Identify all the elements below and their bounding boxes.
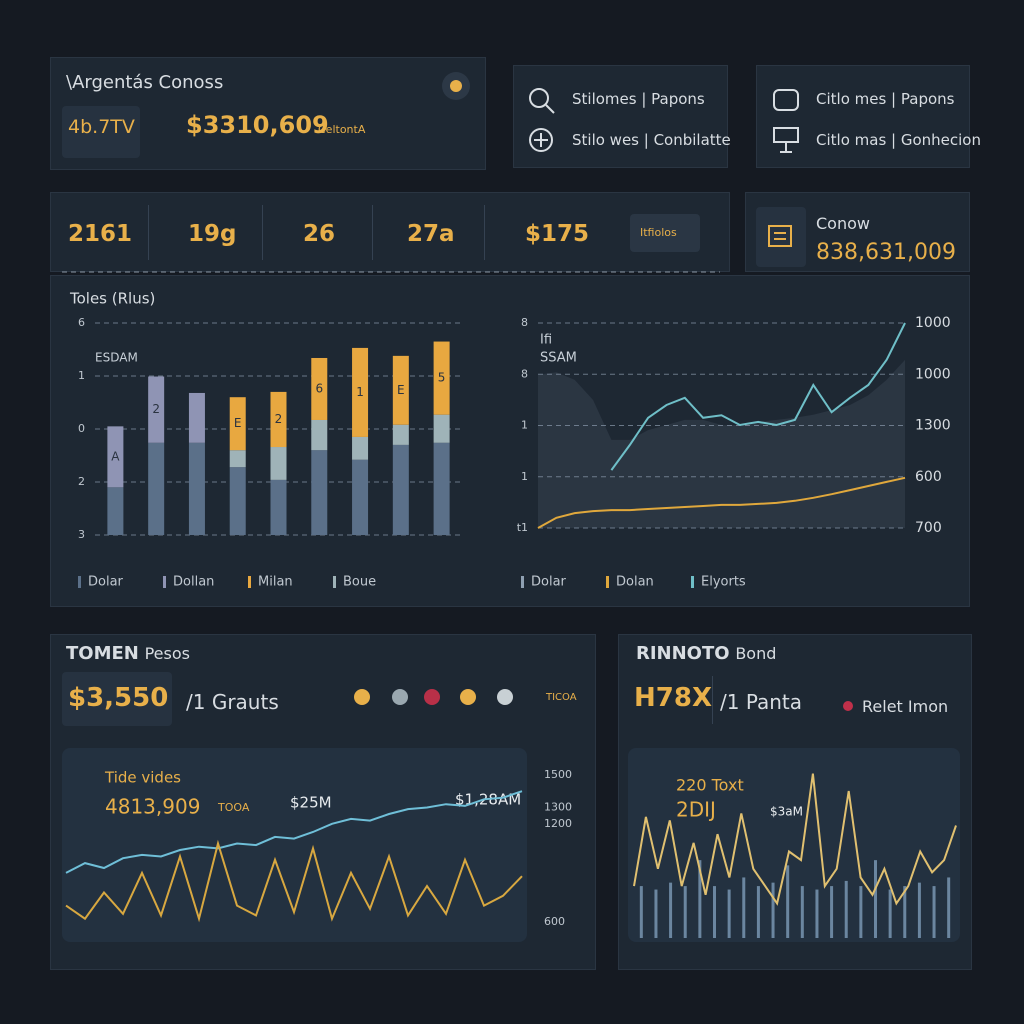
stat: 2161 [68,221,133,247]
icon-box [756,207,806,267]
amount: $3,550 [68,683,169,713]
menu-item[interactable]: Citlo mas | Gonhecion [816,131,981,149]
stat: 26 [303,221,336,247]
menu-item[interactable]: Citlo mes | Papons [816,90,955,108]
amount-box [62,672,172,726]
total-value: 838,631,009 [816,240,956,265]
tag: TICOA [546,692,577,703]
doc-icon [768,225,792,247]
divider [148,205,149,260]
menu-icons [773,89,799,153]
chart-box [628,748,960,942]
menu-card [513,65,728,168]
stat: $175 [525,221,590,247]
status: Relet Imon [862,697,949,716]
button[interactable] [630,214,700,252]
menu-item[interactable]: Stilomes | Papons [572,90,705,108]
amount: H78X [634,683,712,713]
stats-bar [50,192,730,272]
amount: $3310,609 [186,111,329,139]
chart-box [62,748,527,942]
charts-panel [50,275,970,607]
button-label[interactable]: Itfiolos [640,226,677,239]
total-label: Conow [816,214,870,233]
menu-item[interactable]: Stilo wes | Conbilatte [572,131,731,149]
status-icon [442,72,470,100]
divider [372,205,373,260]
unit: /1 Grauts [186,690,279,714]
badge: 4b.7TV [68,116,135,138]
header-title: \Argentás Conoss [66,72,224,93]
badge-box [62,106,140,158]
panel-title: TOMEN Pesos [66,643,190,664]
stat: 27a [407,221,455,247]
panel-title: RINNOTO Bond [636,643,777,664]
divider [484,205,485,260]
menu-icons [529,88,555,152]
menu-card [756,65,970,168]
note: CeltontA [318,123,366,136]
divider [262,205,263,260]
unit: /1 Panta [720,690,803,714]
divider [712,676,713,724]
stat: 19g [188,221,237,247]
